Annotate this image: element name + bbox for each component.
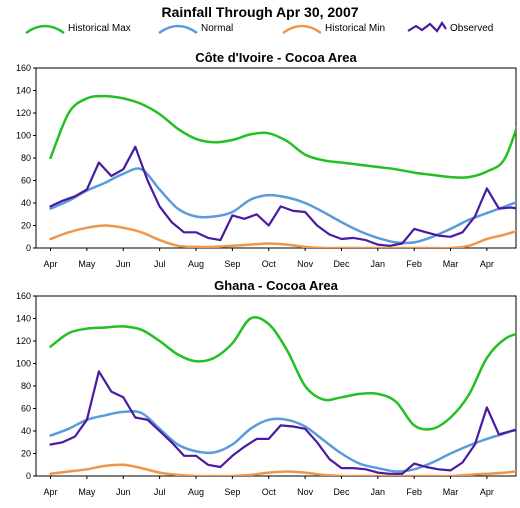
legend-item-normal: Normal [159, 23, 233, 34]
x-tick-label-feb: Feb [406, 259, 422, 269]
y-tick-label: 0 [26, 471, 31, 481]
x-tick-label-aug: Aug [188, 487, 204, 497]
x-tick-label-may: May [78, 259, 96, 269]
chart-panel-1: Côte d'Ivoire - Cocoa Area 0 20 40 60 80 100 12… [16, 50, 520, 269]
x-tick-label-may: May [78, 487, 96, 497]
x-tick-label-apr: Apr [44, 487, 58, 497]
y-tick-label: 140 [16, 314, 31, 324]
legend-item-historical-max: Historical Max [26, 23, 131, 34]
legend-label: Historical Max [68, 23, 131, 34]
chart-panel-2: Ghana - Cocoa Area 0 20 40 60 80 100 120 140 160 A… [16, 278, 520, 497]
x-tick-label-jan: Jan [371, 487, 386, 497]
y-tick-label: 40 [21, 426, 31, 436]
y-tick-label: 160 [16, 63, 31, 73]
x-tick-label-jun: Jun [116, 487, 131, 497]
legend-item-observed: Observed [408, 23, 493, 34]
x-tick-label-sep: Sep [224, 259, 240, 269]
x-tick-label-aug: Aug [188, 259, 204, 269]
x-tick-label-nov: Nov [297, 259, 314, 269]
x-tick-label-oct: Oct [262, 259, 277, 269]
chart-title: Ghana - Cocoa Area [214, 278, 339, 293]
legend-label: Historical Min [325, 23, 385, 34]
y-tick-label: 80 [21, 153, 31, 163]
y-tick-label: 140 [16, 86, 31, 96]
legend-swatch [159, 26, 197, 33]
legend: Historical Max Normal Historical Min Observ… [26, 23, 493, 34]
y-tick-label: 0 [26, 243, 31, 253]
y-tick-label: 80 [21, 381, 31, 391]
y-tick-label: 20 [21, 221, 31, 231]
y-tick-label: 160 [16, 291, 31, 301]
x-tick-label-dec: Dec [333, 487, 350, 497]
x-tick-label-apr: Apr [44, 259, 58, 269]
y-tick-label: 20 [21, 449, 31, 459]
legend-label: Observed [450, 23, 493, 34]
legend-swatch [283, 26, 321, 33]
y-tick-label: 100 [16, 131, 31, 141]
x-tick-label-apr: Apr [480, 259, 494, 269]
legend-swatch [408, 23, 446, 31]
x-tick-label-nov: Nov [297, 487, 314, 497]
y-tick-label: 120 [16, 108, 31, 118]
figure-title: Rainfall Through Apr 30, 2007 [161, 4, 358, 20]
x-tick-label-jul: Jul [154, 487, 166, 497]
x-tick-label-feb: Feb [406, 487, 422, 497]
chart-title: Côte d'Ivoire - Cocoa Area [195, 50, 357, 65]
y-tick-label: 40 [21, 198, 31, 208]
y-tick-label: 120 [16, 336, 31, 346]
x-tick-label-jun: Jun [116, 259, 131, 269]
legend-swatch [26, 26, 64, 33]
y-tick-label: 60 [21, 404, 31, 414]
x-tick-label-sep: Sep [224, 487, 240, 497]
chart-panels: Côte d'Ivoire - Cocoa Area 0 20 40 60 80 100 12… [16, 50, 520, 497]
x-tick-label-mar: Mar [443, 487, 459, 497]
legend-label: Normal [201, 23, 233, 34]
x-tick-label-mar: Mar [443, 259, 459, 269]
x-tick-label-jul: Jul [154, 259, 166, 269]
legend-item-historical-min: Historical Min [283, 23, 385, 34]
x-tick-label-apr: Apr [480, 487, 494, 497]
y-tick-label: 60 [21, 176, 31, 186]
x-tick-label-jan: Jan [371, 259, 386, 269]
y-tick-label: 100 [16, 359, 31, 369]
x-tick-label-dec: Dec [333, 259, 350, 269]
x-tick-label-oct: Oct [262, 487, 277, 497]
